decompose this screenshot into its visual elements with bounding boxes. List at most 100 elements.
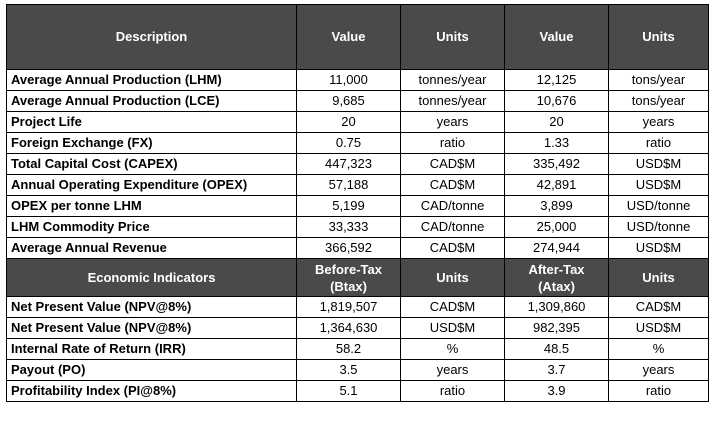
row-units-1: CAD$M bbox=[400, 153, 505, 175]
row-value-1: 1,364,630 bbox=[296, 317, 401, 339]
row-units-1: ratio bbox=[400, 132, 505, 154]
row-units-2: CAD$M bbox=[608, 296, 709, 318]
header-value-1: Value bbox=[296, 4, 401, 70]
row-description: Average Annual Production (LCE) bbox=[6, 90, 297, 112]
row-units-2: tons/year bbox=[608, 90, 709, 112]
row-description: Net Present Value (NPV@8%) bbox=[6, 296, 297, 318]
row-value-1: 366,592 bbox=[296, 237, 401, 259]
indicators-header-row: Economic Indicators Before-Tax (Btax) Un… bbox=[6, 258, 709, 297]
row-value-1: 11,000 bbox=[296, 69, 401, 91]
row-value-2: 3,899 bbox=[504, 195, 609, 217]
table-row: Average Annual Production (LCE) 9,685 tonn… bbox=[6, 90, 709, 112]
row-value-1: 20 bbox=[296, 111, 401, 133]
row-units-2: ratio bbox=[608, 380, 709, 402]
row-value-1: 9,685 bbox=[296, 90, 401, 112]
table-row: Net Present Value (NPV@8%) 1,364,630 USD$M… bbox=[6, 317, 709, 339]
row-value-1: 5.1 bbox=[296, 380, 401, 402]
table-row: OPEX per tonne LHM 5,199 CAD/tonne 3,899 USD… bbox=[6, 195, 709, 217]
row-units-2: tons/year bbox=[608, 69, 709, 91]
row-units-1: tonnes/year bbox=[400, 90, 505, 112]
row-description: Profitability Index (PI@8%) bbox=[6, 380, 297, 402]
table-row: Average Annual Revenue 366,592 CAD$M 274,94… bbox=[6, 237, 709, 259]
row-units-2: USD$M bbox=[608, 153, 709, 175]
row-units-1: years bbox=[400, 359, 505, 381]
row-description: Average Annual Production (LHM) bbox=[6, 69, 297, 91]
row-units-2: USD$M bbox=[608, 237, 709, 259]
row-units-1: CAD/tonne bbox=[400, 195, 505, 217]
indicators-body: Net Present Value (NPV@8%) 1,819,507 CAD$M… bbox=[6, 296, 709, 402]
indicators-header-body: Economic Indicators Before-Tax (Btax) Un… bbox=[6, 258, 709, 297]
row-units-1: CAD$M bbox=[400, 174, 505, 196]
row-units-2: USD/tonne bbox=[608, 216, 709, 238]
row-value-1: 447,323 bbox=[296, 153, 401, 175]
header-units-2: Units bbox=[608, 4, 709, 70]
row-units-2: USD/tonne bbox=[608, 195, 709, 217]
row-value-1: 5,199 bbox=[296, 195, 401, 217]
row-value-2: 10,676 bbox=[504, 90, 609, 112]
table-row: Foreign Exchange (FX) 0.75 ratio 1.33 ratio bbox=[6, 132, 709, 154]
row-value-2: 25,000 bbox=[504, 216, 609, 238]
row-description: Total Capital Cost (CAPEX) bbox=[6, 153, 297, 175]
row-description: LHM Commodity Price bbox=[6, 216, 297, 238]
row-value-1: 1,819,507 bbox=[296, 296, 401, 318]
row-value-2: 20 bbox=[504, 111, 609, 133]
header-before-tax-line2: (Btax) bbox=[330, 278, 367, 294]
row-units-2: % bbox=[608, 338, 709, 360]
header-units-btax: Units bbox=[400, 258, 505, 297]
header-units-1: Units bbox=[400, 4, 505, 70]
row-value-2: 3.9 bbox=[504, 380, 609, 402]
row-description: Net Present Value (NPV@8%) bbox=[6, 317, 297, 339]
row-value-2: 274,944 bbox=[504, 237, 609, 259]
header-before-tax-line1: Before-Tax bbox=[315, 261, 382, 277]
header-description: Description bbox=[6, 4, 297, 70]
header-after-tax: After-Tax (Atax) bbox=[504, 258, 609, 297]
assumptions-body: Average Annual Production (LHM) 11,000 ton… bbox=[6, 69, 709, 259]
row-value-1: 58.2 bbox=[296, 338, 401, 360]
economics-table: Description Value Units Value Units Aver… bbox=[6, 4, 709, 402]
header-economic-indicators: Economic Indicators bbox=[6, 258, 297, 297]
row-units-1: CAD$M bbox=[400, 237, 505, 259]
row-units-1: CAD/tonne bbox=[400, 216, 505, 238]
row-description: Project Life bbox=[6, 111, 297, 133]
row-units-2: USD$M bbox=[608, 174, 709, 196]
row-value-2: 982,395 bbox=[504, 317, 609, 339]
table-row: Annual Operating Expenditure (OPEX) 57,18… bbox=[6, 174, 709, 196]
row-description: Payout (PO) bbox=[6, 359, 297, 381]
table-header-row: Description Value Units Value Units bbox=[6, 4, 709, 70]
row-value-1: 33,333 bbox=[296, 216, 401, 238]
table-row: LHM Commodity Price 33,333 CAD/tonne 25,000… bbox=[6, 216, 709, 238]
row-units-1: tonnes/year bbox=[400, 69, 505, 91]
table-row: Profitability Index (PI@8%) 5.1 ratio 3.9 ra… bbox=[6, 380, 709, 402]
row-value-2: 1,309,860 bbox=[504, 296, 609, 318]
row-description: Annual Operating Expenditure (OPEX) bbox=[6, 174, 297, 196]
row-value-2: 42,891 bbox=[504, 174, 609, 196]
row-units-2: years bbox=[608, 111, 709, 133]
table-row: Project Life 20 years 20 years bbox=[6, 111, 709, 133]
row-units-1: % bbox=[400, 338, 505, 360]
row-units-2: years bbox=[608, 359, 709, 381]
row-value-2: 335,492 bbox=[504, 153, 609, 175]
row-units-2: ratio bbox=[608, 132, 709, 154]
row-value-2: 12,125 bbox=[504, 69, 609, 91]
row-units-1: USD$M bbox=[400, 317, 505, 339]
row-value-1: 57,188 bbox=[296, 174, 401, 196]
header-after-tax-line1: After-Tax bbox=[528, 261, 585, 277]
table-row: Total Capital Cost (CAPEX) 447,323 CAD$M 33… bbox=[6, 153, 709, 175]
row-value-2: 3.7 bbox=[504, 359, 609, 381]
table-row: Payout (PO) 3.5 years 3.7 years bbox=[6, 359, 709, 381]
header-after-tax-line2: (Atax) bbox=[538, 278, 575, 294]
row-units-2: USD$M bbox=[608, 317, 709, 339]
row-units-1: CAD$M bbox=[400, 296, 505, 318]
row-description: Internal Rate of Return (IRR) bbox=[6, 338, 297, 360]
row-units-1: years bbox=[400, 111, 505, 133]
row-value-1: 3.5 bbox=[296, 359, 401, 381]
row-units-1: ratio bbox=[400, 380, 505, 402]
table-row: Net Present Value (NPV@8%) 1,819,507 CAD$M… bbox=[6, 296, 709, 318]
header-value-2: Value bbox=[504, 4, 609, 70]
table-row: Internal Rate of Return (IRR) 58.2% 48.5% bbox=[6, 338, 709, 360]
header-units-atax: Units bbox=[608, 258, 709, 297]
header-before-tax: Before-Tax (Btax) bbox=[296, 258, 401, 297]
row-value-1: 0.75 bbox=[296, 132, 401, 154]
row-value-2: 1.33 bbox=[504, 132, 609, 154]
table-row: Average Annual Production (LHM) 11,000 ton… bbox=[6, 69, 709, 91]
